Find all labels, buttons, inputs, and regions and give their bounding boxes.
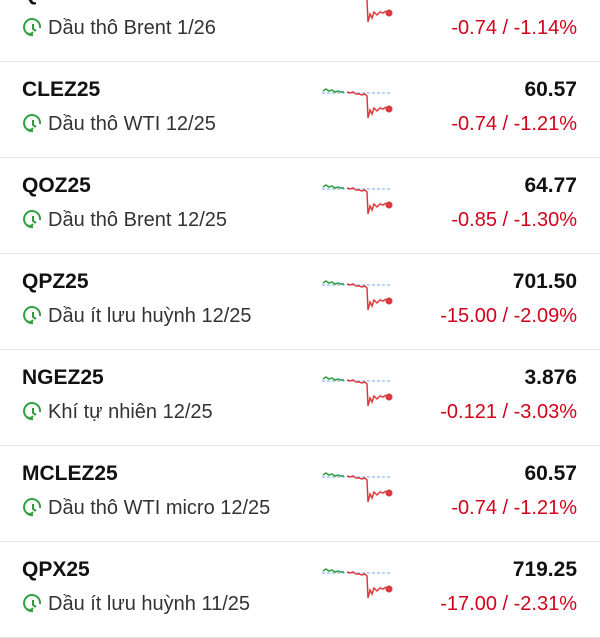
sparkline (365, 0, 393, 23)
row-graphics (23, 88, 393, 133)
clock-icon (23, 402, 42, 421)
row-graphics (23, 568, 393, 613)
clock-icon (23, 18, 42, 37)
instrument-name: Dầu ít lưu huỳnh 11/25 (48, 593, 251, 615)
instrument-name: Dầu thô WTI micro 12/25 (48, 497, 271, 519)
quote-row[interactable]: QPZ25 Dầu ít lưu huỳnh 12/25 701.50 -15.00 … (0, 254, 600, 350)
quote-row[interactable]: NGEZ25 Khí tự nhiên 12/25 3.876 -0.121 / -3… (0, 350, 600, 446)
quote-row[interactable]: CLEZ25 Dầu thô WTI 12/25 60.57 -0.74 / -1.2… (0, 62, 600, 158)
quote-row[interactable]: QOZ25 Dầu thô Brent 12/25 64.77 -0.85 / -1.… (0, 158, 600, 254)
price-change: -0.74 / -1.21% (451, 497, 577, 519)
symbol: QPZ25 (22, 270, 89, 293)
symbol: QOZ25 (22, 174, 91, 197)
symbol: CLEZ25 (22, 78, 101, 101)
instrument-name: Khí tự nhiên 12/25 (48, 401, 213, 423)
instrument-name: Dầu thô Brent 1/26 (48, 17, 216, 39)
symbol: QPX25 (22, 558, 90, 581)
price: 64.10 (524, 0, 577, 6)
price-change: -17.00 / -2.31% (440, 593, 577, 615)
divider (0, 541, 600, 542)
sparkline (322, 184, 393, 215)
quote-row[interactable]: QOF26 Dầu thô Brent 1/26 64.10 -0.74 / -1.1… (0, 0, 600, 62)
instrument-name: Dầu ít lưu huỳnh 12/25 (48, 305, 252, 327)
instrument-name: Dầu thô Brent 12/25 (48, 209, 228, 231)
sparkline (322, 280, 393, 311)
price: 701.50 (512, 270, 577, 293)
price: 60.57 (524, 462, 577, 485)
price: 3.876 (524, 366, 577, 389)
price-change: -0.121 / -3.03% (440, 401, 577, 423)
divider (0, 61, 600, 62)
divider (0, 349, 600, 350)
quote-row[interactable]: QPX25 Dầu ít lưu huỳnh 11/25 719.25 -17.00 … (0, 542, 600, 638)
row-graphics (23, 184, 393, 229)
divider (0, 445, 600, 446)
clock-icon (23, 114, 42, 133)
price: 60.57 (524, 78, 577, 101)
price: 719.25 (512, 558, 577, 581)
clock-icon (23, 306, 42, 325)
clock-icon (23, 210, 42, 229)
sparkline (322, 88, 393, 119)
symbol: MCLEZ25 (22, 462, 118, 485)
clock-icon (23, 594, 42, 613)
sparkline (322, 568, 393, 599)
price: 64.77 (524, 174, 577, 197)
sparkline (322, 472, 393, 503)
row-graphics (23, 0, 393, 37)
price-change: -15.00 / -2.09% (440, 305, 577, 327)
quote-row[interactable]: MCLEZ25 Dầu thô WTI micro 12/25 60.57 -0.74… (0, 446, 600, 542)
price-change: -0.85 / -1.30% (451, 209, 577, 231)
row-graphics (23, 376, 393, 421)
row-graphics (23, 472, 393, 517)
instrument-name: Dầu thô WTI 12/25 (48, 113, 216, 135)
price-change: -0.74 / -1.14% (451, 17, 577, 39)
symbol: NGEZ25 (22, 366, 104, 389)
row-graphics (23, 280, 393, 325)
price-change: -0.74 / -1.21% (451, 113, 577, 135)
sparkline (322, 376, 393, 407)
clock-icon (23, 498, 42, 517)
symbol: QOF26 (22, 0, 91, 6)
divider (0, 157, 600, 158)
divider (0, 253, 600, 254)
